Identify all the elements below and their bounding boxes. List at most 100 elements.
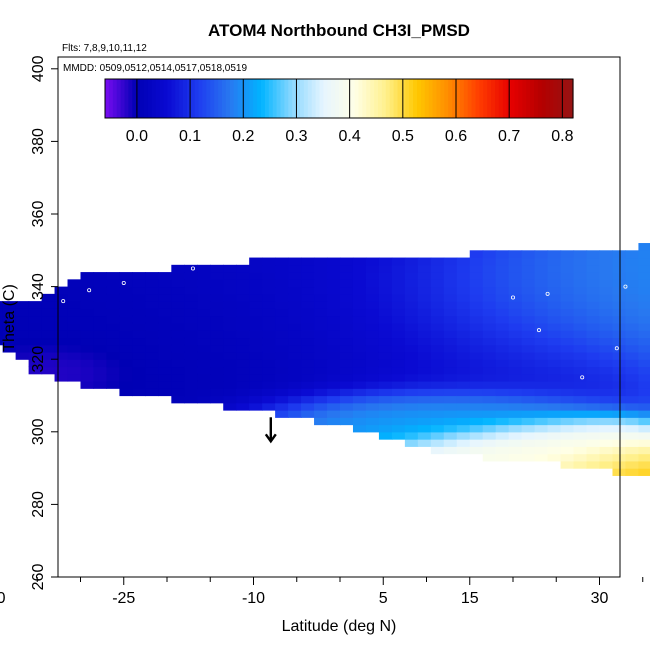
field-cell bbox=[340, 330, 354, 339]
field-cell bbox=[249, 286, 263, 295]
field-cell bbox=[417, 439, 432, 447]
field-cell bbox=[638, 337, 650, 346]
field-cell bbox=[365, 410, 380, 418]
field-cell bbox=[430, 257, 445, 266]
field-cell bbox=[275, 257, 289, 266]
field-cell bbox=[314, 395, 328, 404]
field-cell bbox=[495, 250, 510, 259]
field-cell bbox=[314, 308, 328, 317]
field-cell bbox=[2, 315, 17, 324]
field-cell bbox=[15, 322, 30, 331]
field-cell bbox=[495, 351, 510, 360]
field-cell bbox=[158, 308, 172, 317]
field-cell bbox=[352, 315, 367, 324]
field-cell bbox=[599, 366, 614, 375]
field-cell bbox=[521, 315, 536, 324]
colorbar-segment bbox=[358, 79, 363, 118]
chart-title: ATOM4 Northbound CH3I_PMSD bbox=[208, 21, 470, 40]
x-tick-label: 5 bbox=[379, 590, 388, 607]
field-cell bbox=[508, 424, 523, 433]
colorbar-segment bbox=[405, 79, 410, 118]
field-cell bbox=[197, 293, 211, 302]
field-cell bbox=[521, 366, 536, 375]
field-cell bbox=[521, 272, 536, 280]
field-cell bbox=[521, 301, 536, 309]
field-cell bbox=[430, 337, 445, 346]
field-cell bbox=[521, 424, 536, 433]
field-cell bbox=[223, 308, 237, 317]
field-cell bbox=[612, 395, 627, 404]
field-cell bbox=[93, 366, 108, 375]
field-cell bbox=[314, 351, 328, 360]
field-cell bbox=[327, 308, 341, 317]
field-cell bbox=[521, 330, 536, 339]
field-cell bbox=[534, 337, 549, 346]
field-cell bbox=[314, 286, 328, 295]
field-cell bbox=[612, 337, 627, 346]
field-cell bbox=[456, 322, 471, 331]
field-cell bbox=[612, 402, 627, 411]
field-cell bbox=[586, 301, 601, 309]
field-cell bbox=[28, 308, 43, 317]
field-cell bbox=[327, 380, 341, 389]
field-cell bbox=[456, 337, 471, 346]
field-cell bbox=[67, 366, 82, 375]
field-cell bbox=[93, 359, 108, 368]
field-cell bbox=[184, 308, 198, 317]
field-cell bbox=[236, 359, 250, 368]
field-cell bbox=[443, 308, 458, 317]
field-cell bbox=[197, 330, 211, 339]
y-tick-label: 260 bbox=[30, 564, 47, 591]
field-cell bbox=[469, 337, 484, 346]
field-cell bbox=[638, 351, 650, 360]
field-cell bbox=[482, 322, 497, 331]
field-cell bbox=[352, 359, 367, 368]
field-cell bbox=[625, 410, 640, 418]
field-cell bbox=[236, 366, 250, 375]
colorbar-segment bbox=[393, 79, 399, 118]
field-cell bbox=[430, 366, 445, 375]
field-cell bbox=[443, 257, 458, 266]
field-cell bbox=[482, 431, 497, 440]
field-cell bbox=[54, 366, 69, 375]
field-cell bbox=[352, 395, 367, 404]
field-cell bbox=[352, 344, 367, 353]
field-cell bbox=[93, 315, 108, 324]
field-cell bbox=[430, 286, 445, 295]
field-cell bbox=[365, 388, 380, 397]
field-cell bbox=[132, 373, 146, 382]
field-cell bbox=[521, 250, 536, 259]
field-cell bbox=[288, 315, 302, 324]
field-cell bbox=[547, 330, 562, 339]
field-cell bbox=[495, 279, 510, 288]
field-cell bbox=[275, 293, 289, 302]
field-cell bbox=[586, 330, 601, 339]
field-cell bbox=[443, 344, 458, 353]
field-cell bbox=[158, 373, 172, 382]
field-cell bbox=[158, 366, 172, 375]
field-cell bbox=[288, 402, 302, 411]
field-cell bbox=[599, 395, 614, 404]
sample-point bbox=[61, 299, 66, 304]
field-cell bbox=[482, 380, 497, 389]
field-cell bbox=[560, 424, 575, 433]
field-cell bbox=[184, 373, 198, 382]
field-cell bbox=[275, 366, 289, 375]
field-cell bbox=[586, 446, 601, 455]
colorbar-tick-label: 0.7 bbox=[498, 128, 520, 145]
colorbar-segment bbox=[424, 79, 430, 118]
field-cell bbox=[391, 380, 406, 389]
field-cell bbox=[184, 351, 198, 360]
field-cell bbox=[2, 301, 17, 309]
field-cell bbox=[93, 330, 108, 339]
field-cell bbox=[54, 373, 69, 382]
field-cell bbox=[275, 351, 289, 360]
field-cell bbox=[223, 272, 237, 280]
field-cell bbox=[456, 351, 471, 360]
field-cell bbox=[547, 366, 562, 375]
field-cell bbox=[184, 286, 198, 295]
field-cell bbox=[340, 417, 354, 426]
field-cell bbox=[352, 279, 367, 288]
field-cell bbox=[28, 301, 43, 309]
field-cell bbox=[560, 250, 575, 259]
